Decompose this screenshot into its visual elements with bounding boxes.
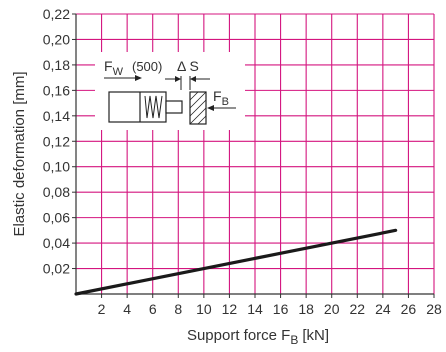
x-tick-labels: 2 4 6 8 10 12 14 16 18 20 22 24 26 28 [98,294,442,317]
inset-fb-arrowhead [207,105,214,111]
x-axis-title: Support force FB [kN] [187,327,329,347]
inset-ds-arrowhead-right [190,76,196,82]
y-tick-label: 0,12 [43,133,70,149]
x-tick-label: 22 [349,301,365,317]
x-tick-label: 16 [273,301,289,317]
x-tick-label: 4 [123,301,131,317]
x-tick-label: 12 [222,301,238,317]
y-tick-label: 0,02 [43,261,70,277]
inset-fw-arrowhead [135,75,142,81]
x-tick-label: 6 [149,301,157,317]
y-tick-label: 0,16 [43,82,70,98]
inset-plunger [165,100,183,114]
x-tick-label: 18 [298,301,314,317]
y-tick-label: 0,04 [43,235,70,251]
y-tick-label: 0,22 [43,6,70,22]
inset-hatching [189,91,207,125]
inset-spring [144,95,163,119]
inset-fb-label: FB [213,88,229,108]
x-tick-label: 26 [401,301,417,317]
y-tick-label: 0,08 [43,184,70,200]
inset-ds-label: Δ S [177,58,199,74]
x-tick-label: 14 [247,301,263,317]
inset-ds-arrowhead-left [175,76,181,82]
y-tick-label: 0,06 [43,210,70,226]
series-line-0 [74,228,398,296]
y-tick-labels: 0,02 0,04 0,06 0,08 0,10 0,12 0,14 0,16 0,18 0,20… [43,6,76,277]
x-tick-label: 2 [98,301,106,317]
y-tick-label: 0,20 [43,31,70,47]
x-tick-label: 24 [375,301,391,317]
y-axis-title: Elastic deformation [mm] [11,71,28,236]
series-group [74,228,398,296]
inset-diagram: FW (500) Δ S FB [95,52,245,130]
y-tick-label: 0,14 [43,108,70,124]
x-tick-label: 28 [426,301,442,317]
y-tick-label: 0,18 [43,57,70,73]
x-tick-label: 10 [196,301,212,317]
y-tick-label: 0,10 [43,159,70,175]
inset-fw-label: FW [104,58,124,78]
x-tick-label: 20 [324,301,340,317]
inset-fw-value: (500) [132,59,162,74]
x-tick-label: 8 [174,301,182,317]
